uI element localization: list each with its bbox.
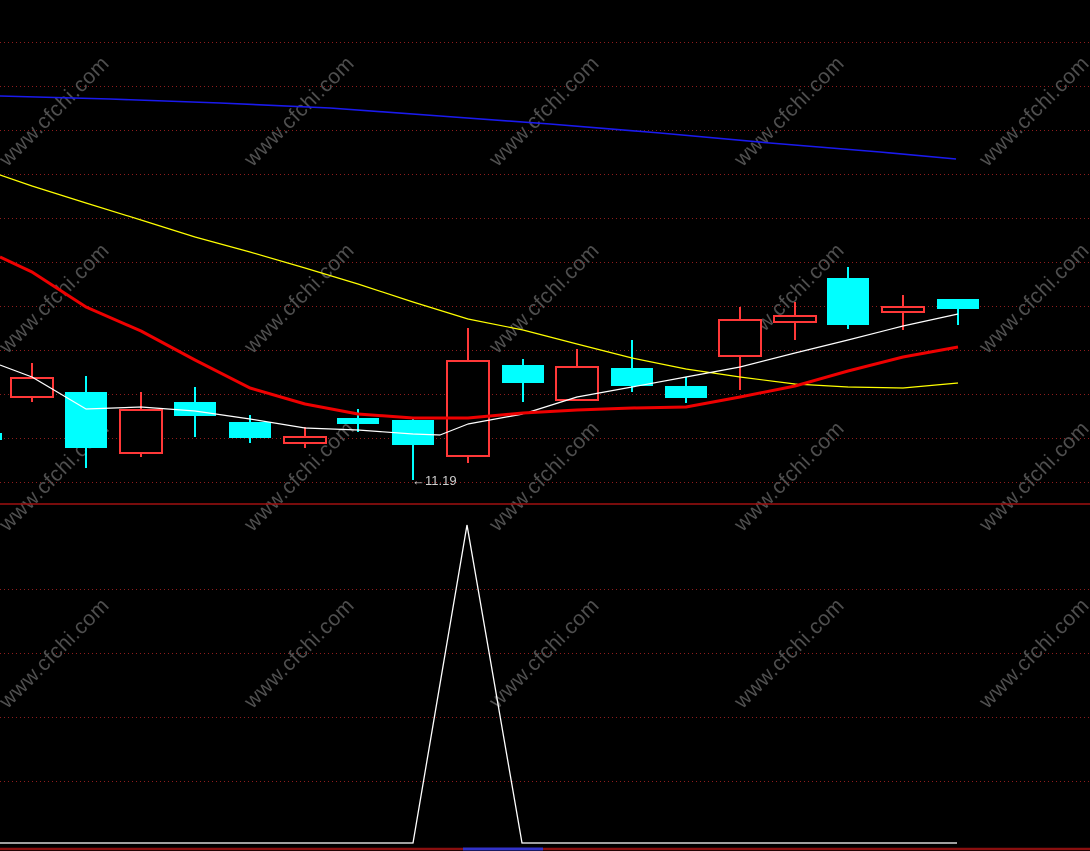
watermark: www.cfchi.com [239, 52, 359, 172]
watermark: www.cfchi.com [484, 239, 604, 359]
candle-body-13 [665, 386, 707, 398]
watermark: www.cfchi.com [0, 52, 114, 172]
watermark: www.cfchi.com [484, 52, 604, 172]
ma-white [0, 313, 959, 436]
candle-body-14 [718, 319, 762, 357]
candle-body-5 [229, 422, 271, 438]
watermark: www.cfchi.com [484, 417, 604, 537]
ma-blue [0, 95, 957, 160]
candle-body-6 [283, 436, 327, 444]
candle-body-18 [937, 299, 979, 309]
candle-body-16 [827, 278, 869, 325]
ma-yellow [0, 174, 959, 389]
watermark: www.cfchi.com [0, 239, 114, 359]
watermark: www.cfchi.com [974, 239, 1090, 359]
ma-red [0, 255, 959, 420]
watermark: www.cfchi.com [974, 417, 1090, 537]
candle-body-7 [337, 418, 379, 424]
candle-body-0 [0, 433, 2, 440]
candle-body-17 [881, 306, 925, 313]
candle-body-3 [119, 409, 163, 454]
indicator-spike-line [0, 524, 957, 844]
candle-body-1 [10, 377, 54, 398]
candle-body-9 [446, 360, 490, 457]
candle-body-12 [611, 368, 653, 386]
watermark: www.cfchi.com [729, 417, 849, 537]
watermark: www.cfchi.com [239, 239, 359, 359]
candle-body-4 [174, 402, 216, 416]
watermark: www.cfchi.com [484, 594, 604, 714]
watermark: www.cfchi.com [974, 52, 1090, 172]
watermark: www.cfchi.com [729, 594, 849, 714]
candle-body-10 [502, 365, 544, 383]
candle-body-11 [555, 366, 599, 401]
watermark: www.cfchi.com [729, 52, 849, 172]
candle-body-15 [773, 315, 817, 323]
